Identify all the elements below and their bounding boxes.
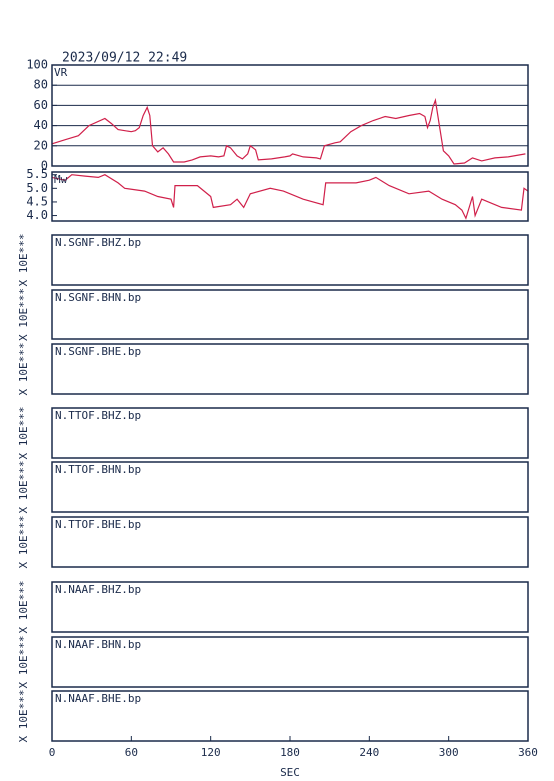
y-tick-label: 40 (34, 118, 48, 132)
x-tick-label: 120 (201, 746, 221, 759)
panel-title: VR (54, 66, 68, 79)
panel-frame (51, 343, 529, 395)
panel-label: N.TTOF.BHN.bp (55, 463, 141, 476)
panel-label: N.SGNF.BHN.bp (55, 291, 141, 304)
panel-label: N.NAAF.BHE.bp (55, 692, 141, 705)
panel-frame (51, 461, 529, 513)
panel-label: N.NAAF.BHN.bp (55, 638, 141, 651)
panel-title: Mw (54, 173, 68, 186)
y-tick-label: 60 (34, 98, 48, 112)
y-axis-label: X 10E*** (17, 234, 30, 287)
panel-frame (51, 636, 529, 688)
data-line (51, 97, 526, 165)
x-tick-label: 180 (280, 746, 300, 759)
panel-frame (51, 516, 529, 568)
y-tick-label: 5.0 (26, 181, 48, 195)
y-axis-label: X 10E*** (17, 407, 30, 460)
panel-frame (51, 289, 529, 340)
panel-frame (51, 407, 529, 459)
panel-label: N.TTOF.BHZ.bp (55, 409, 141, 422)
y-axis-label: X 10E*** (17, 288, 30, 341)
x-tick-label: 360 (518, 746, 538, 759)
panel-label: N.TTOF.BHE.bp (55, 518, 141, 531)
panel-frame (51, 171, 529, 222)
y-tick-label: 4.0 (26, 208, 48, 222)
y-axis-label: X 10E*** (17, 581, 30, 634)
timestamp: 2023/09/12 22:49 (62, 51, 187, 66)
panel-label: N.NAAF.BHZ.bp (55, 583, 141, 596)
y-tick-label: 0 (41, 159, 48, 173)
panel-frame (51, 581, 529, 633)
y-axis-label: X 10E*** (17, 461, 30, 514)
y-axis-label: X 10E*** (17, 516, 30, 569)
panel-label: N.SGNF.BHE.bp (55, 345, 141, 358)
panel-frame (51, 234, 529, 286)
x-tick-label: 240 (359, 746, 379, 759)
panel-frame (51, 64, 529, 167)
data-line (51, 174, 529, 220)
y-tick-label: 20 (34, 138, 48, 152)
y-tick-label: 4.5 (26, 194, 48, 208)
y-axis-label: X 10E*** (17, 343, 30, 396)
x-tick-label: 0 (49, 746, 56, 759)
y-axis-label: X 10E*** (17, 636, 30, 689)
x-axis-label: SEC (280, 766, 300, 779)
y-tick-label: 5.5 (26, 167, 48, 181)
y-tick-label: 80 (34, 78, 48, 92)
y-tick-label: 100 (26, 58, 48, 72)
y-axis-label: X 10E*** (17, 690, 30, 743)
x-tick-label: 60 (125, 746, 138, 759)
x-tick-label: 300 (439, 746, 459, 759)
panel-label: N.SGNF.BHZ.bp (55, 236, 141, 249)
